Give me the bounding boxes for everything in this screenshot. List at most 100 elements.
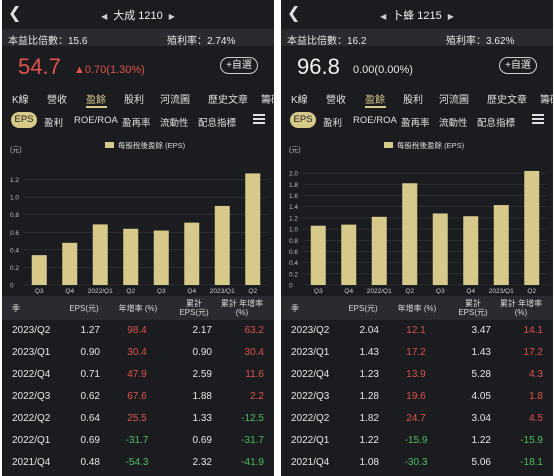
price-change: 0.00(0.00%) [353, 64, 413, 76]
eps-bar[interactable] [245, 173, 261, 285]
tab-kline[interactable]: K線 [291, 95, 308, 106]
subtab-liquidity[interactable]: 流動性 [439, 118, 468, 129]
header-yoy: 年增率 (%) [397, 304, 437, 313]
eps-bar[interactable] [184, 222, 200, 285]
tab-dividend[interactable]: 股利 [124, 95, 144, 106]
eps-bar[interactable] [92, 224, 108, 285]
triangle-right-icon[interactable]: ▶ [168, 12, 175, 21]
quarter-cell: 2023/Q2 [12, 325, 51, 336]
subtab-reinvestment[interactable]: 盈再率 [401, 118, 430, 129]
yoy-cell: 47.9 [127, 369, 147, 380]
y-tick-label: 0.8 [10, 212, 19, 219]
x-tick-label: Q4 [466, 288, 475, 294]
table-row[interactable]: 2022/Q3 0.62 67.6 1.88 2.2 [2, 386, 274, 408]
table-row[interactable]: 2023/Q2 1.27 98.4 2.17 63.2 [2, 320, 274, 342]
eps-bar[interactable] [524, 170, 540, 285]
eps-bar[interactable] [62, 242, 78, 285]
cum-yoy-cell: 14.1 [523, 325, 543, 336]
eps-bar[interactable] [402, 183, 418, 285]
subtab-eps[interactable]: EPS [11, 112, 37, 128]
header-cum-eps: 累計 EPS(元) [458, 299, 488, 317]
add-watchlist-button[interactable]: +自選 [220, 57, 258, 74]
add-watchlist-button[interactable]: +自選 [499, 57, 537, 74]
eps-bar[interactable] [463, 216, 479, 285]
chevron-left-icon[interactable]: ❮ [287, 3, 301, 22]
subtab-roe-roa[interactable]: ROE/ROA [74, 115, 118, 126]
header-yoy: 年增率 (%) [118, 304, 158, 313]
eps-bar[interactable] [31, 255, 47, 285]
table-row[interactable]: 2021/Q4 0.48 -54.3 2.32 -41.9 [2, 452, 274, 474]
table-row[interactable]: 2023/Q1 1.43 17.2 1.43 17.2 [281, 342, 553, 364]
triangle-left-icon[interactable]: ◀ [380, 12, 387, 21]
table-row[interactable]: 2022/Q2 0.64 25.5 1.33 -12.5 [2, 408, 274, 430]
eps-bar[interactable] [432, 213, 448, 285]
table-row[interactable]: 2022/Q1 1.22 -15.9 1.22 -15.9 [281, 430, 553, 452]
eps-bar[interactable] [493, 205, 509, 285]
list-icon[interactable] [532, 114, 544, 124]
table-row[interactable]: 2022/Q3 1.28 19.6 4.05 1.8 [281, 386, 553, 408]
y-tick-label: 0.4 [289, 260, 298, 267]
tab-articles[interactable]: 歷史文章 [208, 95, 248, 106]
eps-bar[interactable] [310, 225, 326, 285]
x-tick-label: Q4 [187, 288, 196, 294]
tab-articles[interactable]: 歷史文章 [487, 95, 527, 106]
subtab-dividend-index[interactable]: 配息指標 [198, 118, 237, 129]
cum-yoy-cell: 1.8 [529, 391, 543, 402]
eps-cell: 0.69 [80, 435, 100, 446]
subtab-liquidity[interactable]: 流動性 [160, 118, 189, 129]
yoy-cell: 98.4 [127, 325, 147, 336]
tab-chips[interactable]: 籌碼 [540, 95, 553, 106]
header-quarter: 季 [291, 304, 299, 313]
tab-chips[interactable]: 籌碼 [261, 95, 274, 106]
yoy-cell: -54.3 [125, 457, 149, 468]
subtab-roe-roa[interactable]: ROE/ROA [353, 115, 397, 126]
eps-cell: 1.43 [359, 347, 379, 358]
table-row[interactable]: 2023/Q1 0.90 30.4 0.90 30.4 [2, 342, 274, 364]
tab-revenue[interactable]: 營收 [47, 95, 67, 106]
sub-tabs: EPS 盈利 ROE/ROA 盈再率 流動性 配息指標 [2, 110, 274, 130]
eps-bar[interactable] [153, 230, 169, 285]
header-cum-yoy: 累計 年增率 (%) [499, 299, 543, 317]
cum-yoy-cell: -41.9 [241, 457, 264, 468]
tab-dividend[interactable]: 股利 [403, 95, 423, 106]
eps-bar[interactable] [371, 216, 387, 285]
table-row[interactable]: 2022/Q4 1.23 13.9 5.28 4.3 [281, 364, 553, 386]
tab-kline[interactable]: K線 [12, 95, 29, 106]
tab-earnings[interactable]: 盈餘 [86, 95, 106, 106]
cum-yoy-cell: -12.5 [241, 413, 264, 424]
table-row[interactable]: 2022/Q4 0.71 47.9 2.59 11.6 [2, 364, 274, 386]
list-icon[interactable] [253, 114, 265, 124]
table-row[interactable]: 2022/Q1 0.69 -31.7 0.69 -31.7 [2, 430, 274, 452]
eps-bar[interactable] [341, 224, 357, 285]
subtab-dividend-index[interactable]: 配息指標 [477, 118, 516, 129]
subtab-eps[interactable]: EPS [290, 112, 316, 128]
stock-name: 卜蜂 1215 [392, 10, 442, 22]
subtab-profit[interactable]: 盈利 [323, 118, 343, 129]
active-tab-underline [365, 106, 386, 108]
cum-eps-cell: 2.59 [192, 369, 212, 380]
header-cum-eps: 累計 EPS(元) [179, 299, 209, 317]
tab-earnings[interactable]: 盈餘 [365, 95, 385, 106]
yoy-cell: 19.6 [406, 391, 426, 402]
eps-bar[interactable] [214, 205, 230, 285]
tab-river-chart[interactable]: 河流圖 [439, 95, 469, 106]
yoy-cell: -31.7 [125, 435, 149, 446]
x-tick-label: 2023/Q1 [489, 288, 514, 294]
tab-revenue[interactable]: 營收 [326, 95, 346, 106]
cum-yoy-cell: 11.6 [245, 369, 264, 380]
subtab-reinvestment[interactable]: 盈再率 [122, 118, 151, 129]
eps-bar[interactable] [123, 228, 139, 285]
table-row[interactable]: 2023/Q2 2.04 12.1 3.47 14.1 [281, 320, 553, 342]
triangle-left-icon[interactable]: ◀ [101, 12, 108, 21]
tab-river-chart[interactable]: 河流圖 [160, 95, 190, 106]
eps-cell: 0.71 [80, 369, 100, 380]
subtab-profit[interactable]: 盈利 [44, 118, 64, 129]
stock-title: ◀ 大成 1210 ▶ [2, 7, 274, 23]
chevron-left-icon[interactable]: ❮ [8, 3, 22, 22]
triangle-right-icon[interactable]: ▶ [447, 12, 454, 21]
y-tick-label: 1.4 [289, 204, 298, 211]
quarter-cell: 2022/Q3 [12, 391, 51, 402]
table-row[interactable]: 2021/Q4 1.08 -30.3 5.06 -18.1 [281, 452, 553, 474]
table-row[interactable]: 2022/Q2 1.82 24.7 3.04 4.5 [281, 408, 553, 430]
